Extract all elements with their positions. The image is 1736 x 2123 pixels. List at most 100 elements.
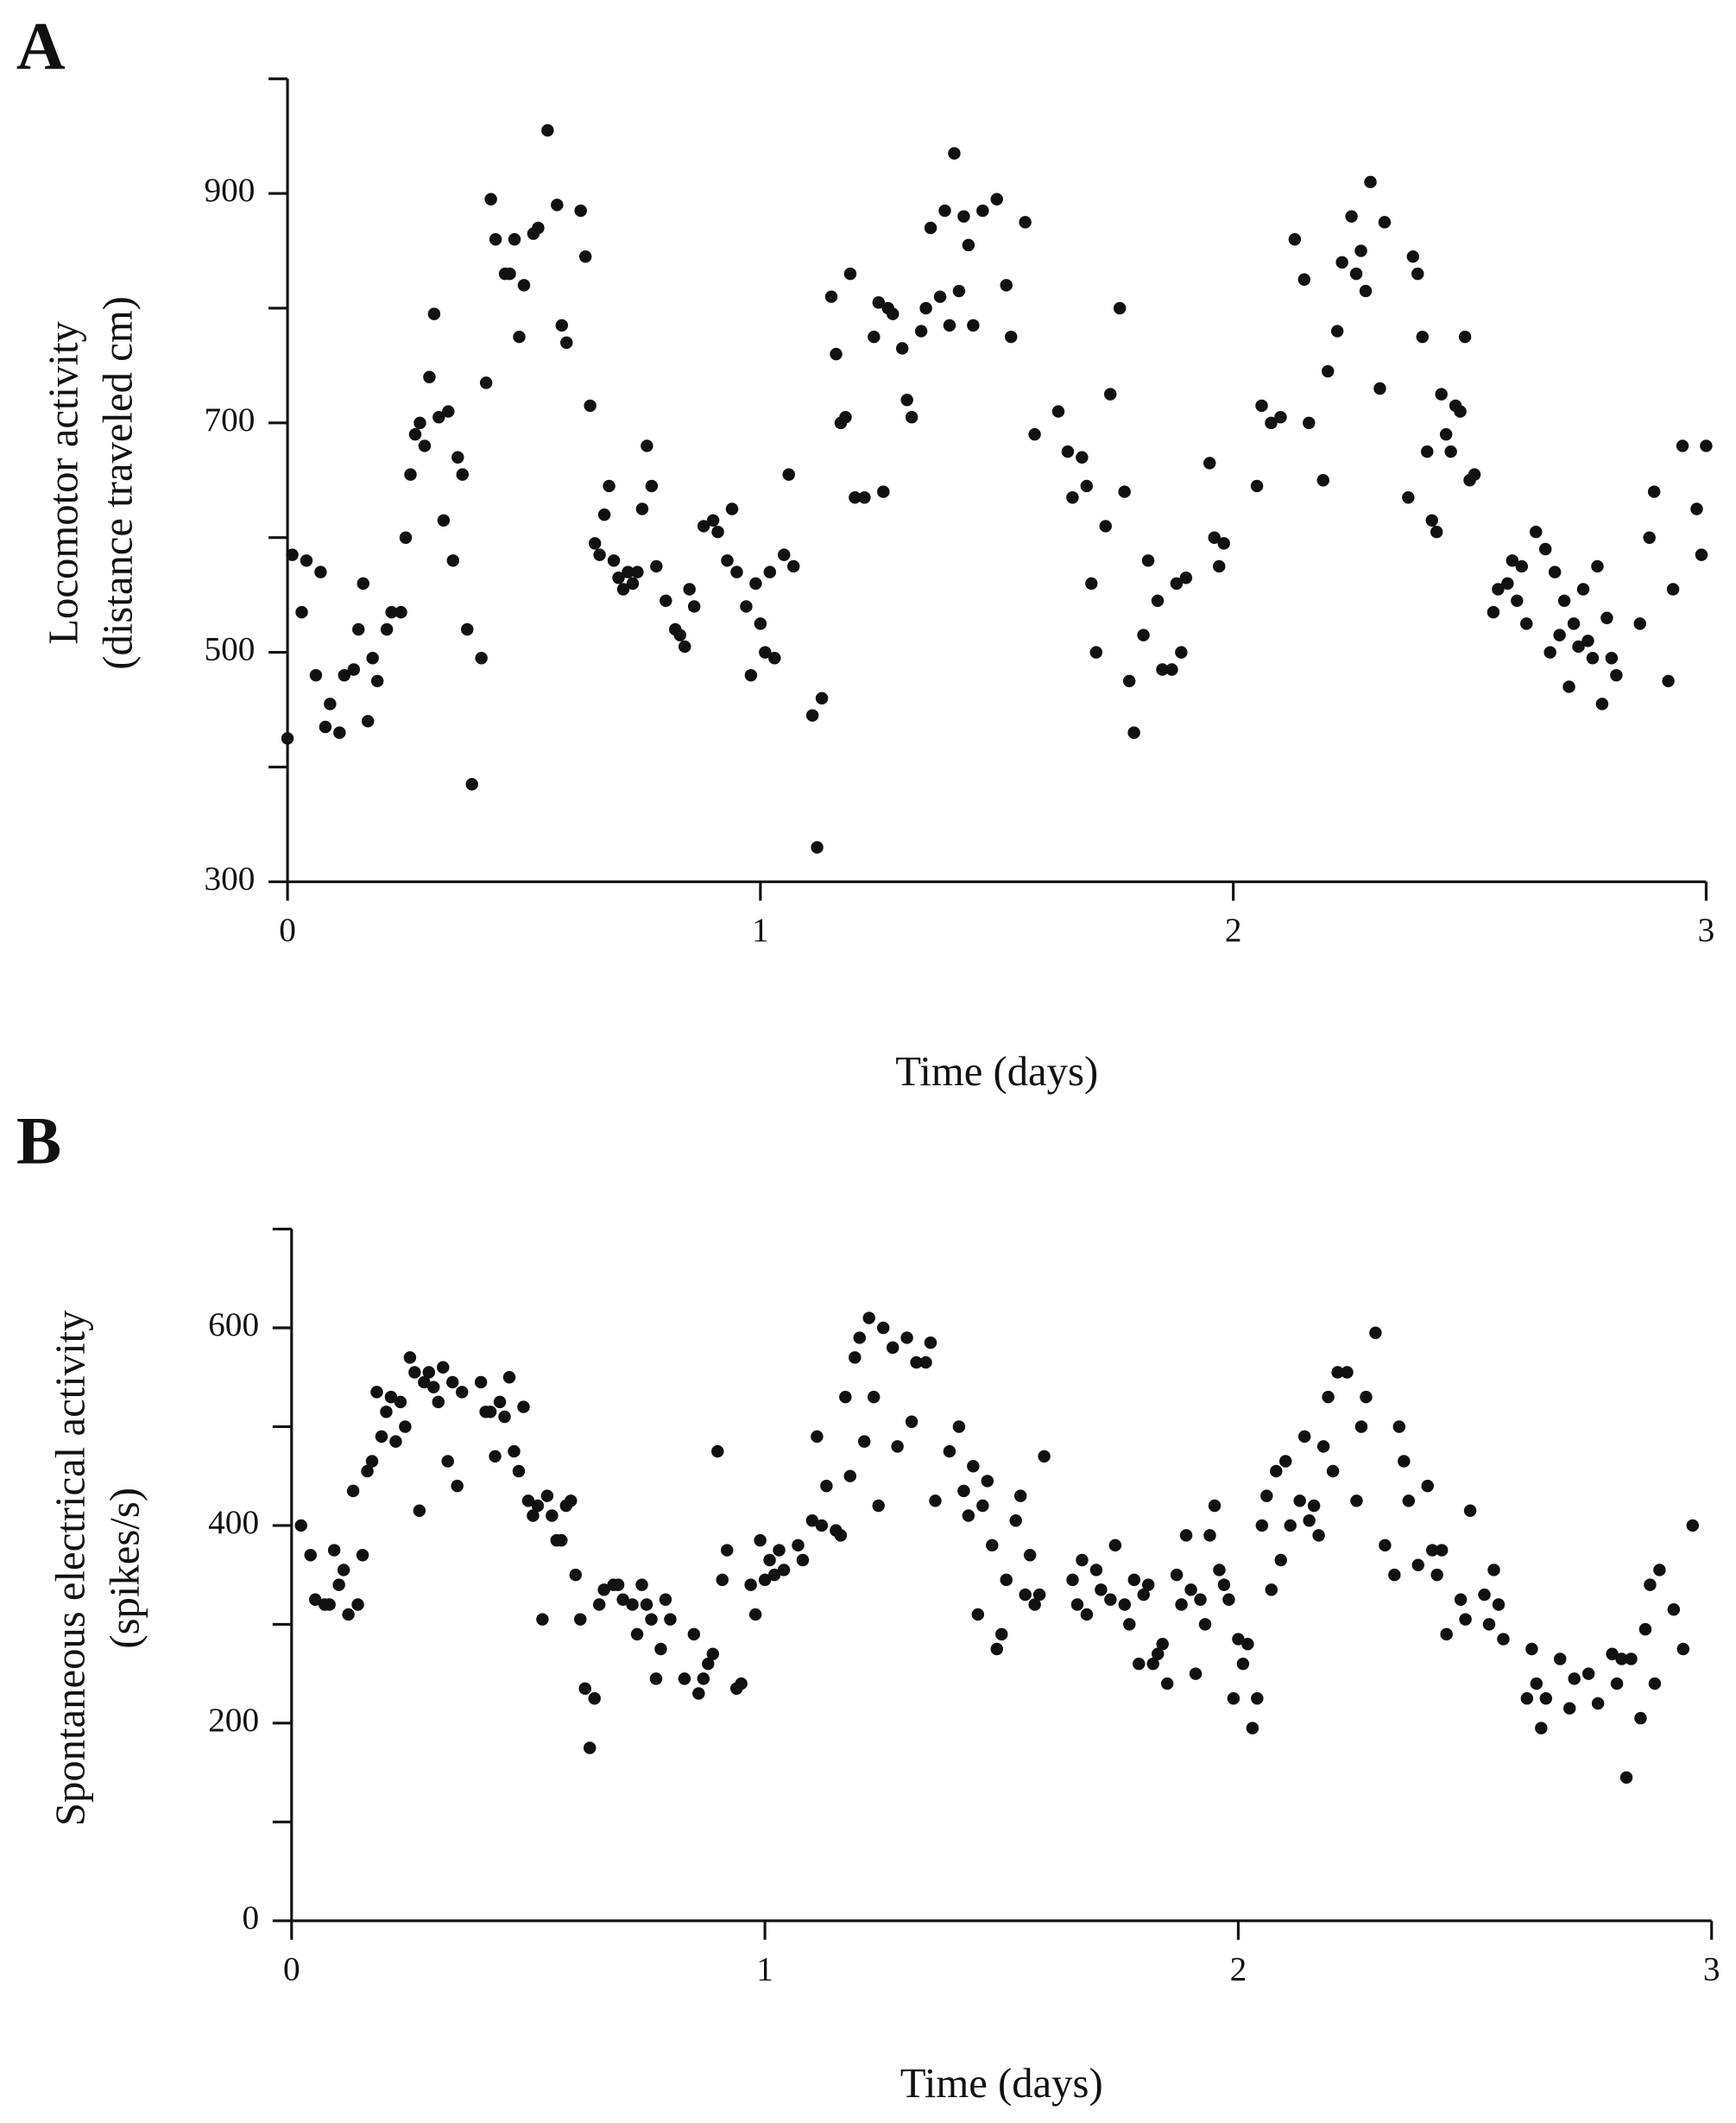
data-point [484, 193, 497, 205]
data-point [1492, 583, 1505, 596]
data-point [1184, 1583, 1197, 1596]
data-point [1326, 1464, 1340, 1478]
data-point [1156, 1638, 1169, 1651]
x-tick-label: 2 [1230, 1951, 1247, 1988]
data-point [380, 622, 394, 636]
data-point [1118, 1598, 1132, 1611]
data-point [1402, 490, 1415, 504]
data-point [474, 1375, 488, 1389]
y-tick-label: 400 [208, 1504, 259, 1541]
data-point [1217, 537, 1230, 550]
data-point [635, 1578, 648, 1591]
data-point [1530, 525, 1543, 539]
data-point [786, 559, 800, 573]
data-point [711, 1444, 724, 1458]
data-point [521, 1494, 535, 1507]
data-point [650, 559, 663, 573]
data-point [1089, 1564, 1103, 1576]
data-point [1690, 502, 1703, 515]
data-point [962, 238, 975, 252]
data-point [1028, 427, 1041, 441]
data-point [678, 1672, 691, 1685]
data-point [1581, 635, 1594, 648]
data-point [1554, 1652, 1567, 1665]
data-point [1666, 583, 1680, 596]
data-point [300, 554, 313, 567]
data-point [489, 1450, 502, 1463]
data-point [1435, 1544, 1449, 1557]
data-point [612, 571, 625, 584]
data-point [1600, 611, 1613, 624]
data-point [551, 199, 564, 212]
data-point [1137, 629, 1150, 641]
data-point [1279, 1455, 1292, 1468]
data-point [347, 663, 360, 676]
data-point [1122, 674, 1136, 688]
data-point [408, 1366, 421, 1379]
data-point [332, 1578, 345, 1591]
data-point [1076, 451, 1089, 464]
data-point [1463, 1504, 1477, 1517]
data-point [479, 376, 493, 389]
data-point [1303, 1513, 1316, 1527]
data-point [451, 451, 464, 464]
data-point [1440, 1627, 1453, 1641]
data-point [1322, 1390, 1335, 1404]
data-point [1468, 468, 1481, 481]
data-point [1435, 388, 1448, 401]
data-point [1265, 416, 1278, 430]
y-tick-label: 200 [208, 1702, 259, 1739]
data-point [1421, 445, 1434, 458]
data-point [446, 554, 460, 567]
data-point [678, 640, 691, 654]
data-point [574, 1613, 587, 1626]
data-point [843, 1469, 857, 1482]
data-point [660, 594, 672, 608]
data-point [919, 301, 932, 315]
data-point [1208, 531, 1221, 544]
data-point [1619, 1771, 1633, 1785]
data-point [432, 1395, 445, 1409]
data-point [508, 233, 521, 246]
data-point [1538, 542, 1552, 556]
data-point [588, 537, 602, 550]
data-point [1562, 680, 1575, 693]
x-axis-title: Time (days) [895, 1048, 1098, 1095]
data-point [423, 370, 436, 383]
data-point [914, 325, 928, 338]
data-point [384, 1390, 398, 1404]
data-point [465, 778, 478, 791]
data-point [649, 1672, 663, 1685]
data-point [811, 1430, 824, 1444]
data-point [1349, 267, 1363, 281]
data-point [1066, 490, 1079, 504]
data-point [461, 622, 474, 636]
data-point [616, 583, 630, 596]
data-point [370, 1386, 383, 1399]
data-point [555, 1533, 568, 1547]
data-point [1213, 1564, 1226, 1576]
data-point [796, 1553, 810, 1567]
y-axis-title: (spikes/s) [101, 1488, 148, 1649]
data-point [1127, 1573, 1141, 1587]
data-point [948, 147, 961, 160]
data-point [351, 1598, 364, 1611]
data-point [1548, 566, 1562, 578]
data-point [1539, 1692, 1553, 1705]
data-point [1553, 629, 1566, 641]
data-point [324, 698, 337, 711]
data-point [1127, 726, 1140, 739]
data-point [408, 427, 422, 441]
data-point [418, 439, 432, 452]
data-point [437, 514, 451, 528]
data-point [645, 1613, 658, 1626]
data-point [294, 1519, 307, 1532]
data-point [687, 600, 701, 613]
data-point [952, 1420, 966, 1433]
data-point [1458, 330, 1472, 344]
x-tick-label: 1 [756, 1951, 773, 1988]
data-point [995, 1627, 1008, 1641]
y-tick-label: 500 [204, 631, 255, 668]
data-point [1274, 410, 1287, 424]
data-point [933, 290, 947, 303]
